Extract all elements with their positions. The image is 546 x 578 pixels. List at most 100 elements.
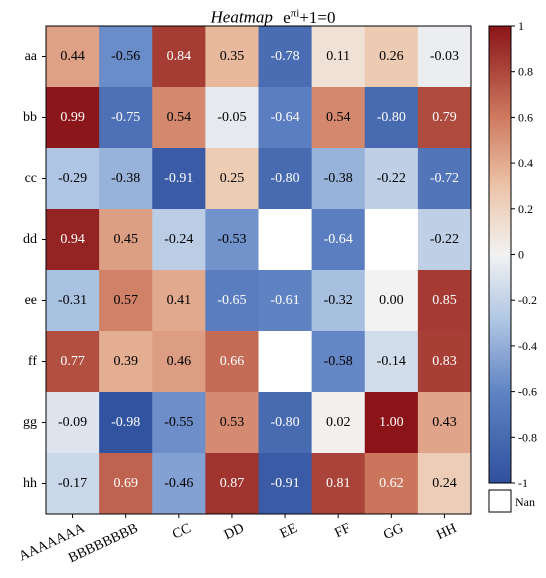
cell-value-label: 0.94 [60, 232, 85, 247]
cell-value-label: 0.25 [220, 171, 245, 186]
cell-value-label: 0.11 [326, 49, 350, 64]
cell-value-label: -0.14 [377, 354, 406, 369]
cell-value-label: -0.17 [58, 476, 87, 491]
heatmap-cell [205, 209, 259, 271]
cell-value-label: -0.38 [111, 171, 140, 186]
chart-title-text: Heatmap [210, 7, 273, 27]
heatmap-cell [46, 270, 100, 332]
cell-value-label: 1.00 [379, 415, 404, 430]
cell-value-label: 0.99 [60, 110, 85, 125]
y-tick-label: hh [23, 476, 37, 491]
heatmap-cell [152, 26, 206, 88]
heatmap-cell [258, 148, 313, 210]
heatmap-cell [205, 87, 259, 149]
heatmap-cell [205, 270, 259, 332]
cell-value-label: -0.03 [430, 49, 459, 64]
formula-base: e [283, 7, 291, 27]
cell-value-label: 0.41 [167, 293, 192, 308]
heatmap-cell [311, 209, 366, 271]
cell-value-label: 0.54 [326, 110, 351, 125]
heatmap-cell [311, 331, 366, 393]
cell-value-label: 0.79 [432, 110, 457, 125]
colorbar-tick-label: -0.8 [518, 430, 537, 444]
cell-value-label: -0.55 [164, 415, 193, 430]
heatmap-cell [46, 209, 100, 271]
cell-value-label: 0.54 [167, 110, 192, 125]
heatmap-cell [46, 87, 100, 149]
plot-frame [45, 25, 472, 515]
heatmap-cell [311, 148, 366, 210]
cell-value-label: 0.43 [432, 415, 457, 430]
heatmap-cell [152, 392, 206, 454]
cell-value-label: 0.26 [379, 49, 404, 64]
y-tick-label: gg [23, 415, 37, 430]
heatmap-cell [311, 26, 366, 88]
heatmap-cell [46, 331, 100, 393]
cell-value-label: 0.44 [60, 49, 85, 64]
heatmap-cell [46, 392, 100, 454]
heatmap-cell [364, 392, 419, 454]
cell-value-label: -0.09 [58, 415, 87, 430]
cell-value-label: -0.80 [270, 415, 299, 430]
nan-legend-swatch [488, 489, 512, 513]
heatmap-cell [364, 270, 419, 332]
x-tick-label: FF [332, 521, 353, 541]
heatmap-cell [99, 392, 153, 454]
colorbar-tick-label: -0.6 [518, 385, 537, 399]
heatmap-cell [311, 87, 366, 149]
colorbar-tick-label: 0.8 [518, 65, 533, 79]
heatmap-cell [46, 148, 100, 210]
heatmap-cell [152, 270, 206, 332]
cell-value-label: 0.57 [113, 293, 138, 308]
cell-value-label: -0.75 [111, 110, 140, 125]
chart-title: Heatmap eπi+1=0 [0, 0, 546, 27]
cell-value-label: 0.66 [220, 354, 245, 369]
x-tick-label: DD [222, 521, 247, 543]
heatmap-cell [99, 270, 153, 332]
cell-value-label: 0.00 [379, 293, 404, 308]
cell-value-label: -0.46 [164, 476, 193, 491]
cell-value-label: -0.31 [58, 293, 87, 308]
heatmap-cell [258, 270, 313, 332]
y-tick-label: bb [23, 110, 37, 125]
y-tick-label: ee [25, 293, 37, 308]
heatmap-cell [417, 453, 472, 515]
y-tick-label: aa [25, 49, 38, 64]
y-tick-label: dd [23, 232, 37, 247]
cell-value-label: 0.87 [220, 476, 245, 491]
cell-value-label: -0.72 [430, 171, 459, 186]
heatmap-cell [205, 392, 259, 454]
cell-value-label: 0.85 [432, 293, 457, 308]
heatmap-cell [258, 331, 313, 393]
cell-value-label: 0.39 [113, 354, 138, 369]
heatmap-cell [364, 209, 419, 271]
chart-title-formula: eπi+1=0 [283, 7, 335, 27]
cell-value-label: -0.91 [270, 476, 299, 491]
heatmap-cell [99, 26, 153, 88]
heatmap-cell [152, 87, 206, 149]
heatmap-cell [258, 453, 313, 515]
cell-value-label: -0.65 [217, 293, 246, 308]
y-tick-label: ff [28, 354, 37, 369]
colorbar-tick-label: 0.2 [518, 202, 533, 216]
colorbar-tick-label: -1 [518, 476, 528, 490]
colorbar-tick-label: -0.2 [518, 293, 537, 307]
heatmap-cell [152, 209, 206, 271]
heatmap-cell [364, 148, 419, 210]
x-tick-label: EE [278, 521, 300, 542]
heatmap-cell [417, 270, 472, 332]
cell-value-label: -0.38 [324, 171, 353, 186]
cell-value-label: 0.69 [113, 476, 138, 491]
cell-value-label: -0.78 [270, 49, 299, 64]
cell-value-label: -0.32 [324, 293, 353, 308]
heatmap-cell [99, 209, 153, 271]
cell-value-label: 0.62 [379, 476, 404, 491]
heatmap-cell [417, 26, 472, 88]
cell-value-label: -0.05 [217, 110, 246, 125]
heatmap-cell [364, 453, 419, 515]
cell-value-label: 0.46 [167, 354, 192, 369]
colorbar-tick-label: 0.4 [518, 156, 533, 170]
heatmap-cell [205, 331, 259, 393]
